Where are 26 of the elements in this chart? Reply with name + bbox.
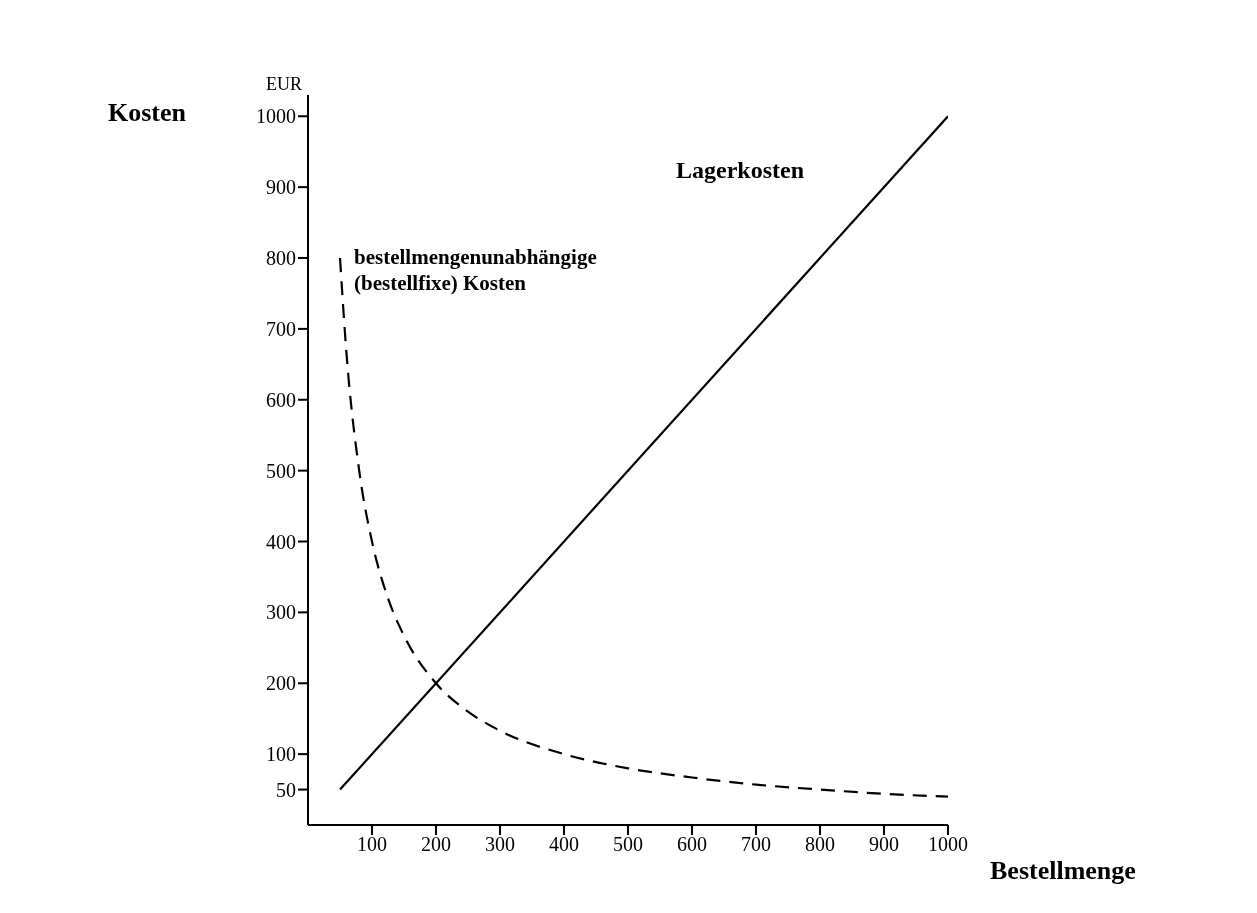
- y-tick-label: 700: [266, 317, 296, 340]
- y-tick-label: 50: [276, 778, 296, 801]
- y-tick-label: 1000: [256, 105, 296, 128]
- y-tick-label: 800: [266, 247, 296, 270]
- x-tick-label: 900: [869, 833, 899, 856]
- y-tick-label: 600: [266, 388, 296, 411]
- x-tick-label: 500: [613, 833, 643, 856]
- x-tick-label: 1000: [928, 833, 968, 856]
- x-tick-label: 100: [357, 833, 387, 856]
- y-axis-title: Kosten: [108, 98, 186, 128]
- y-tick-label: 100: [266, 743, 296, 766]
- y-tick-label: 400: [266, 530, 296, 553]
- x-tick-label: 400: [549, 833, 579, 856]
- x-tick-label: 300: [485, 833, 515, 856]
- y-tick-label: 500: [266, 459, 296, 482]
- text: EUR: [266, 74, 302, 95]
- y-tick-label: 200: [266, 672, 296, 695]
- series-label: bestellmengenunabhängige (bestellfixe) Kosten: [354, 245, 597, 296]
- y-tick-label: 900: [266, 176, 296, 199]
- x-tick-label: 800: [805, 833, 835, 856]
- text: Lagerkosten: [676, 157, 804, 184]
- y-tick-label: 300: [266, 601, 296, 624]
- x-tick-label: 200: [421, 833, 451, 856]
- x-tick-label: 600: [677, 833, 707, 856]
- x-tick-label: 700: [741, 833, 771, 856]
- x-axis-title: Bestellmenge: [990, 856, 1136, 886]
